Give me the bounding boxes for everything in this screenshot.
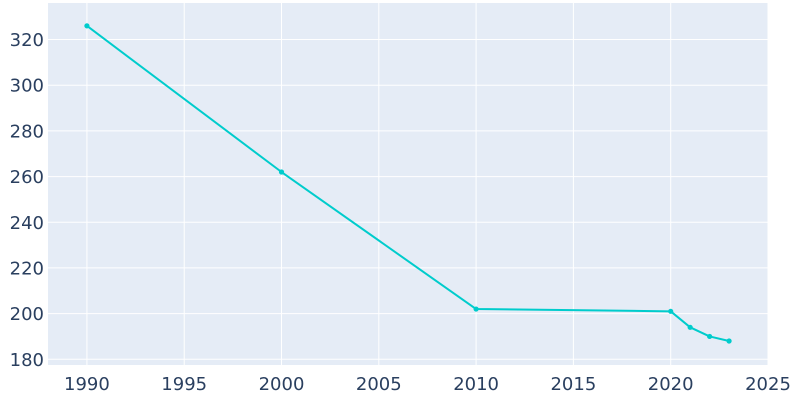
x-axis: 1990 1995 2000 2005 2010 2015 2020 2025 — [64, 374, 791, 395]
x-tick-label: 1990 — [64, 374, 110, 395]
y-tick-label: 320 — [10, 30, 44, 51]
y-tick-label: 240 — [10, 213, 44, 234]
data-point — [726, 338, 732, 344]
x-tick-label: 2020 — [648, 374, 694, 395]
data-point — [668, 308, 674, 314]
plot-area — [48, 3, 768, 365]
y-tick-label: 200 — [10, 304, 44, 325]
y-axis: 180 200 220 240 260 280 300 320 — [10, 30, 44, 371]
y-tick-label: 280 — [10, 121, 44, 142]
data-point — [687, 324, 693, 330]
y-tick-label: 260 — [10, 167, 44, 188]
series-layer — [84, 23, 732, 344]
x-tick-label: 2015 — [550, 374, 596, 395]
grid-lines — [48, 3, 769, 365]
data-point — [84, 23, 90, 29]
x-tick-label: 2005 — [356, 374, 402, 395]
data-point — [278, 169, 285, 175]
data-point — [473, 306, 479, 312]
x-tick-label: 2000 — [259, 374, 305, 395]
x-tick-label: 1995 — [161, 374, 207, 395]
x-tick-label: 2025 — [745, 374, 791, 395]
data-point — [707, 333, 713, 340]
y-tick-label: 180 — [10, 350, 44, 371]
y-tick-label: 220 — [10, 258, 44, 279]
x-tick-label: 2010 — [453, 374, 499, 395]
y-tick-label: 300 — [10, 76, 44, 97]
